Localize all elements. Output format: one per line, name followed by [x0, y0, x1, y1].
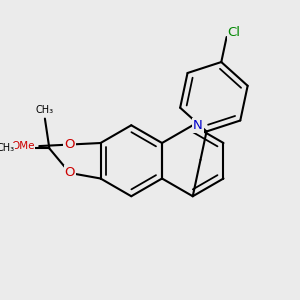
- Text: CH₃: CH₃: [36, 105, 54, 116]
- Text: O: O: [64, 167, 75, 179]
- Text: OMe: OMe: [11, 141, 35, 151]
- Text: CH₃: CH₃: [0, 143, 15, 153]
- Text: Cl: Cl: [228, 26, 241, 39]
- Text: O: O: [64, 138, 75, 151]
- Text: N: N: [193, 119, 202, 132]
